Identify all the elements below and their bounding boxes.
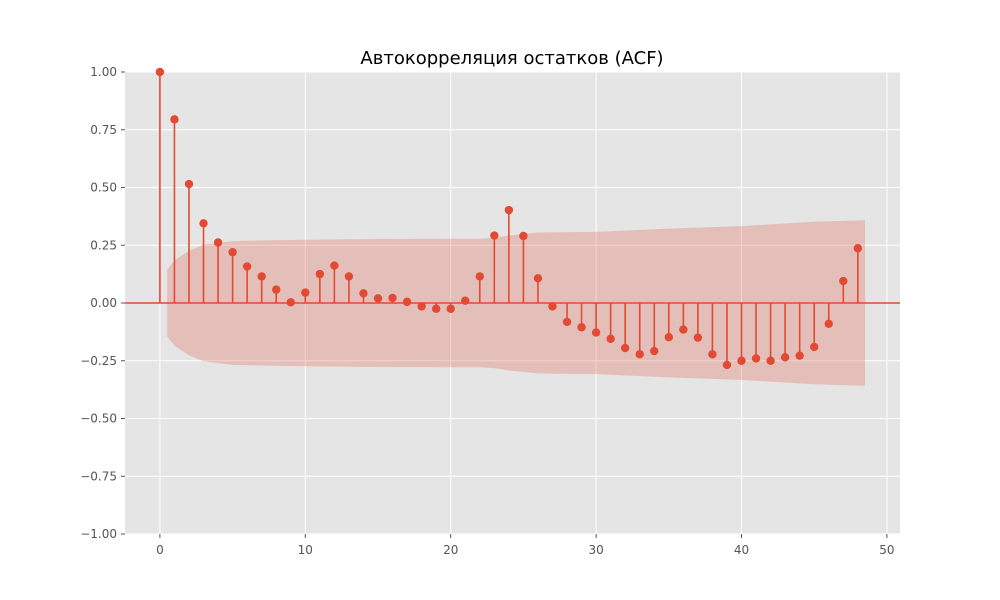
y-axis-ticks: −1.00 −0.75 −0.50 −0.25 0.00 0.25 0.50 0.75 1.00 [80,65,125,541]
acf-point-lag-2 [184,179,194,189]
acf-point-lag-24 [504,205,514,215]
acf-point-lag-10 [301,288,310,297]
acf-point-lag-28 [562,317,572,327]
acf-point-lag-0 [155,67,165,77]
acf-point-lag-9 [286,298,295,307]
acf-point-lag-20 [446,304,455,313]
x-tick-label-3: 30 [588,543,603,557]
y-tick-label-7: 0.75 [90,123,117,137]
acf-point-lag-8 [272,285,281,294]
acf-point-lag-35 [664,332,674,342]
x-tick-label-0: 0 [156,543,164,557]
acf-point-lag-44 [795,351,804,360]
acf-point-lag-13 [344,272,354,281]
acf-point-lag-38 [708,350,717,359]
acf-point-lag-19 [431,304,441,313]
acf-point-lag-32 [620,343,630,353]
y-tick-label-2: −0.50 [80,412,117,426]
acf-point-lag-34 [650,346,659,356]
acf-point-lag-12 [330,261,339,270]
acf-point-lag-14 [359,289,368,298]
acf-point-lag-15 [373,294,383,303]
y-tick-label-8: 1.00 [90,65,117,79]
acf-point-lag-5 [228,247,237,257]
acf-point-lag-25 [519,231,528,241]
acf-point-lag-36 [679,325,688,334]
x-axis-ticks: 0 10 20 30 40 50 [156,534,895,557]
acf-point-lag-45 [810,342,819,352]
acf-point-lag-21 [461,296,470,305]
y-tick-label-5: 0.25 [90,238,117,252]
acf-point-lag-26 [533,274,543,283]
x-tick-label-1: 10 [298,543,313,557]
acf-point-lag-43 [780,353,790,362]
acf-point-lag-11 [315,269,325,279]
acf-point-lag-23 [490,231,499,240]
acf-point-lag-31 [606,334,615,344]
y-tick-label-1: −0.75 [80,469,117,483]
acf-point-lag-37 [693,333,703,342]
x-tick-label-5: 50 [879,543,894,557]
chart-title: Автокорреляция остатков (ACF) [360,48,663,69]
acf-point-lag-17 [402,297,412,307]
y-tick-label-0: −1.00 [80,527,117,541]
acf-point-lag-6 [242,262,252,271]
acf-point-lag-41 [751,354,761,363]
acf-point-lag-48 [853,244,863,253]
acf-point-lag-42 [766,356,775,365]
acf-point-lag-29 [577,323,586,332]
acf-point-lag-46 [824,319,833,328]
x-tick-label-2: 20 [443,543,458,557]
acf-markers [155,67,863,370]
acf-point-lag-1 [170,115,179,124]
acf-point-lag-39 [722,360,732,370]
x-tick-label-4: 40 [734,543,749,557]
y-tick-label-3: −0.25 [80,354,117,368]
acf-point-lag-27 [548,302,557,311]
y-tick-label-6: 0.50 [90,181,117,195]
acf-point-lag-4 [213,238,223,247]
acf-point-lag-40 [737,356,746,365]
acf-point-lag-7 [257,272,266,281]
acf-point-lag-3 [199,219,208,228]
acf-point-lag-47 [839,276,848,286]
y-tick-label-4: 0.00 [90,296,117,310]
acf-point-lag-33 [635,350,644,359]
acf-point-lag-22 [475,272,484,281]
acf-point-lag-30 [591,328,601,337]
acf-point-lag-18 [417,302,426,311]
acf-point-lag-16 [388,293,397,303]
